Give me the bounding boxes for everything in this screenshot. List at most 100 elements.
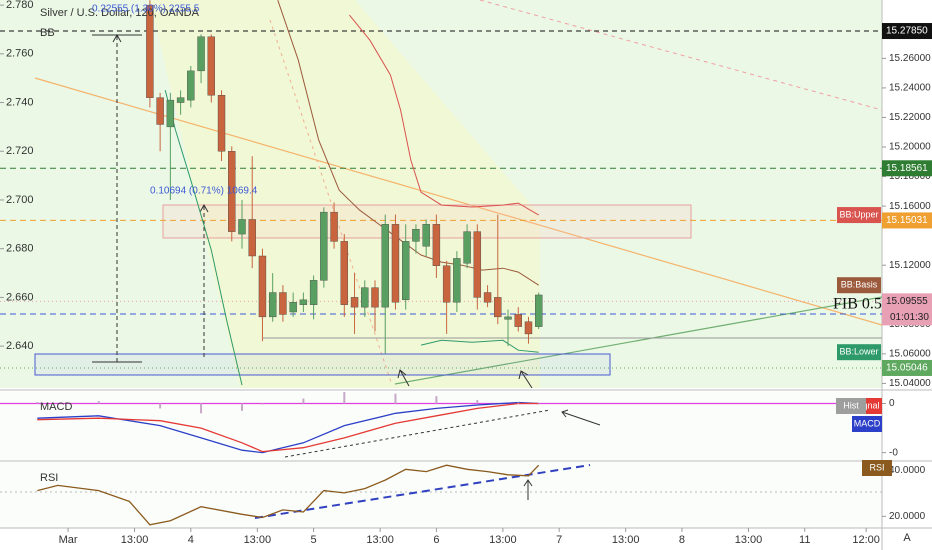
price-label: 15.27850 — [886, 26, 928, 37]
candle-body — [248, 219, 256, 257]
hist-bar — [476, 400, 479, 404]
y2-tick-label: 15.06000 — [889, 349, 931, 360]
legend-label: BB:Basis — [841, 280, 878, 290]
candle-body — [524, 321, 533, 335]
indicator-line — [37, 401, 539, 454]
y2-tick-label: 15.18000 — [889, 171, 931, 182]
legend-bg — [862, 460, 892, 476]
x-tick-label: 12:00 — [852, 534, 880, 546]
countdown-label: 01:01:30 — [890, 312, 929, 323]
rsi-marks — [37, 464, 540, 526]
x-tick-label: 13:00 — [612, 534, 640, 546]
x-tick-label: 6 — [433, 534, 439, 546]
candle-body — [371, 287, 379, 308]
arrow — [523, 479, 533, 500]
main-marks — [0, 0, 882, 386]
candle-body — [238, 219, 246, 235]
indicator-line — [37, 402, 539, 453]
hist-bar — [394, 393, 397, 404]
annotation: FIB 0.5 — [833, 296, 882, 313]
y2-tick-label: 15.16000 — [889, 201, 931, 212]
y-tick-label: 40.0000 — [889, 465, 926, 476]
x-tick-label: Mar — [59, 534, 78, 546]
y-tick-label: 2.640 — [6, 340, 34, 352]
candle-body — [361, 287, 369, 308]
candle-body — [401, 241, 410, 301]
hist-bar — [435, 396, 438, 404]
candle-body — [156, 97, 164, 125]
candle-body — [463, 231, 471, 264]
hist-bar — [159, 403, 162, 409]
y2-tick-label: 15.22000 — [889, 112, 931, 123]
hist-bar — [97, 401, 100, 404]
x-tick-label: 8 — [679, 534, 685, 546]
bb-line — [349, 14, 539, 216]
measure — [199, 203, 209, 213]
y-tick-label: 2.720 — [6, 145, 34, 157]
hist-bar — [36, 402, 39, 404]
y-tick-label: 2.760 — [6, 48, 34, 60]
measure — [112, 33, 122, 43]
legend-bg — [852, 416, 882, 432]
price-label-bg — [882, 212, 932, 229]
y2-tick-label: 15.26000 — [889, 53, 931, 64]
candle-body — [146, 4, 154, 98]
candle-body — [197, 36, 205, 72]
scale-button[interactable]: A — [903, 532, 911, 544]
legend-label: RSI — [869, 462, 884, 472]
candle-body — [187, 70, 195, 101]
price-label: 15.18561 — [886, 163, 928, 174]
candle-body — [473, 231, 482, 298]
x-tick-label: 11 — [799, 534, 810, 546]
legend-label: MACD — [854, 418, 881, 428]
y2-tick-label: 15.12000 — [889, 260, 931, 271]
annotation: 0.22555 (1.30%) 2255.5 — [92, 4, 200, 15]
macd-marks — [0, 392, 882, 454]
candle-body — [412, 228, 420, 242]
hist-bar — [537, 403, 540, 404]
trendline — [254, 464, 591, 519]
candle-body — [330, 211, 338, 242]
y-tick-label: 0 — [889, 398, 895, 409]
y-tick-label: 2.660 — [6, 291, 34, 303]
hist-bar — [240, 403, 243, 411]
y2-tick-label: 15.20000 — [889, 142, 931, 153]
pane-title: RSI — [40, 472, 58, 484]
shading — [150, 0, 540, 388]
y-tick-label: 2.680 — [6, 243, 34, 255]
x-tick-label: 13:00 — [244, 534, 272, 546]
x-tick-label: 5 — [311, 534, 317, 546]
rsi-pane — [0, 462, 882, 528]
candle-body — [309, 280, 318, 305]
pane-title: MACD — [40, 401, 72, 413]
y2-tick-label: 15.04000 — [889, 378, 931, 389]
legend-bg — [836, 398, 866, 414]
hist-bar — [200, 403, 203, 414]
hist-bar — [302, 398, 305, 404]
trendline — [479, 0, 882, 111]
y-tick-label: 2.740 — [6, 96, 34, 108]
annotation: 0.10694 (0.71%) 1069.4 — [150, 186, 258, 197]
candle-body — [422, 224, 430, 247]
price-label: 15.15031 — [886, 215, 928, 226]
hist-bar — [517, 402, 520, 404]
legend-bg — [837, 277, 881, 294]
candle-body — [514, 314, 522, 327]
drawings — [284, 409, 601, 458]
indicator-label: BB — [40, 27, 55, 39]
arrow — [397, 369, 410, 387]
y-tick-label: 2.780 — [6, 0, 34, 11]
candle-body — [268, 292, 277, 318]
price-label-bg — [882, 160, 932, 177]
candle-body — [391, 224, 400, 303]
candle-body — [228, 151, 236, 232]
x-tick-label: 7 — [556, 534, 562, 546]
candle-body — [483, 292, 492, 303]
legend-bg — [837, 207, 881, 224]
arrow — [561, 409, 601, 426]
candle-body — [340, 241, 349, 305]
candle-body — [350, 297, 359, 308]
legend-label: Hist — [843, 400, 859, 410]
candle-body — [217, 95, 226, 152]
candle-body — [258, 255, 267, 318]
